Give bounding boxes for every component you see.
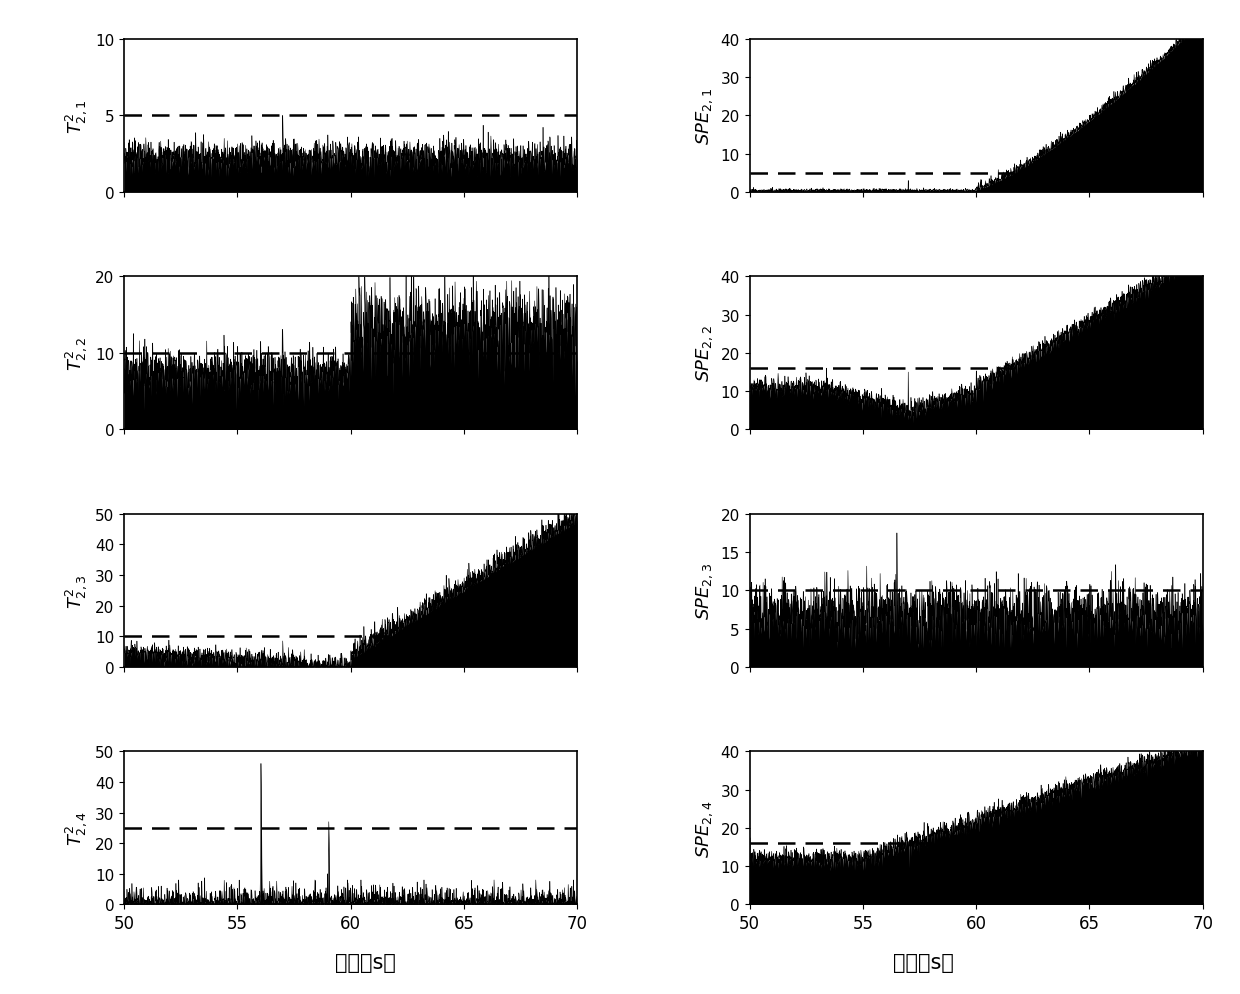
- Y-axis label: $T^2_{2,1}$: $T^2_{2,1}$: [63, 99, 89, 133]
- Text: 时间（s）: 时间（s）: [893, 952, 955, 972]
- Y-axis label: $SPE_{2,1}$: $SPE_{2,1}$: [694, 87, 715, 145]
- Y-axis label: $T^2_{2,2}$: $T^2_{2,2}$: [63, 336, 89, 371]
- Text: 时间（s）: 时间（s）: [335, 952, 397, 972]
- Y-axis label: $SPE_{2,4}$: $SPE_{2,4}$: [694, 799, 715, 857]
- Y-axis label: $T^2_{2,3}$: $T^2_{2,3}$: [63, 574, 89, 608]
- Y-axis label: $T^2_{2,4}$: $T^2_{2,4}$: [63, 811, 89, 845]
- Y-axis label: $SPE_{2,2}$: $SPE_{2,2}$: [694, 325, 715, 382]
- Y-axis label: $SPE_{2,3}$: $SPE_{2,3}$: [694, 563, 715, 619]
